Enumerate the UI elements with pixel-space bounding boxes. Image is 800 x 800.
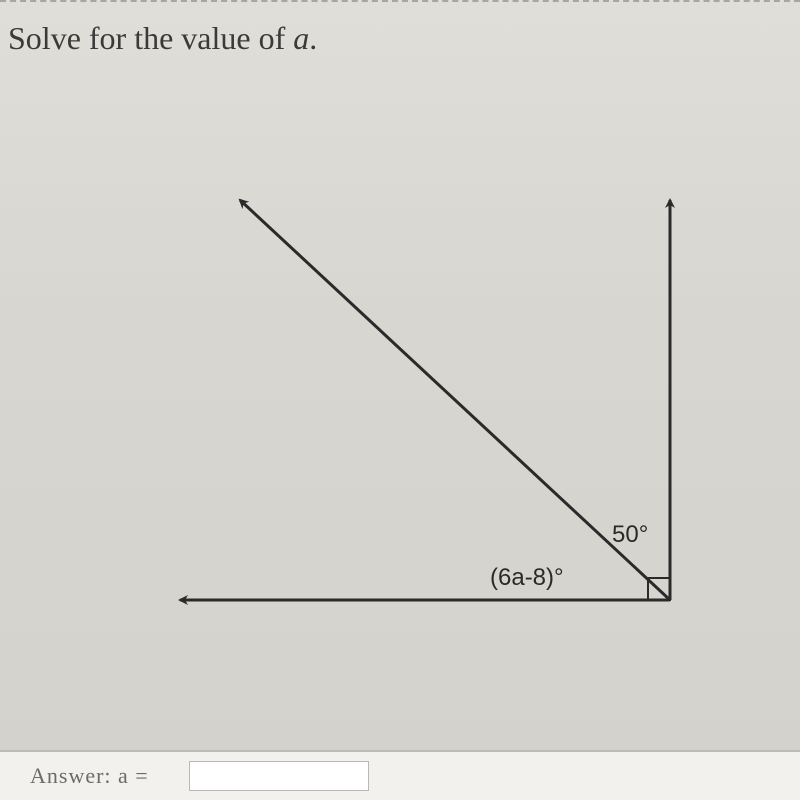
question-variable: a [293,20,309,56]
answer-label: Answer: a = [30,763,149,789]
svg-text:(6a-8)°: (6a-8)° [490,564,564,591]
question-suffix: . [309,20,317,56]
diagram-svg: 50° (6a-8)° [160,180,720,640]
top-divider [0,0,800,2]
answer-input[interactable] [189,761,369,791]
answer-bar: Answer: a = [0,750,800,800]
worksheet-page: Solve for the value of a. 50° (6a-8)° Ans… [0,0,800,800]
question-prefix: Solve for the value of [8,20,293,56]
question-text: Solve for the value of a. [8,20,317,57]
svg-text:50°: 50° [612,521,648,548]
angle-diagram: 50° (6a-8)° [160,180,720,640]
rays [180,200,670,600]
